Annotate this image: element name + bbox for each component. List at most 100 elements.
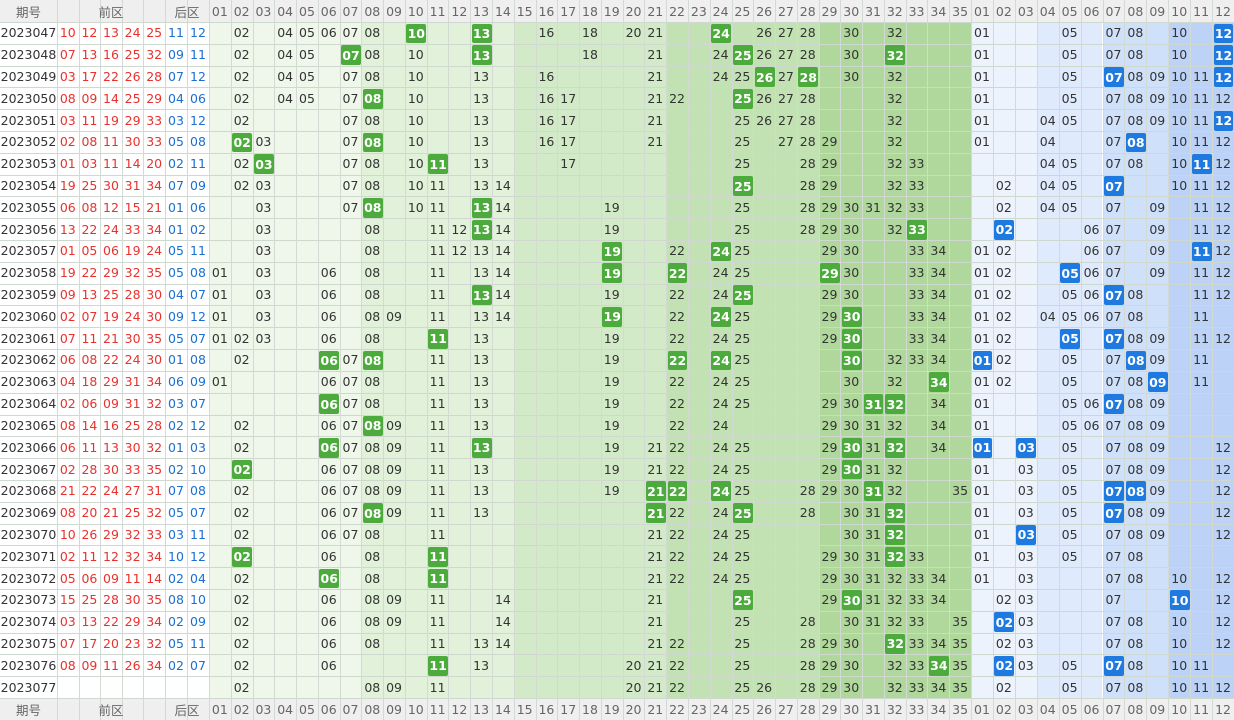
header-col: 01 <box>211 3 228 19</box>
period: 2023049 <box>0 69 57 84</box>
trend-cell: 02 <box>995 374 1012 390</box>
header-col: 16 <box>538 3 555 19</box>
front-number: 05 <box>81 243 98 259</box>
trend-cell: 33 <box>908 614 925 630</box>
trend-cell: 12 <box>1215 90 1231 106</box>
period: 2023063 <box>0 374 57 390</box>
header-col: 32 <box>886 701 903 717</box>
front-number: 11 <box>81 439 98 455</box>
front-number: 14 <box>103 90 119 106</box>
trend-cell: 07 <box>342 199 359 215</box>
hit-cell: 24 <box>711 23 731 44</box>
trend-cell: 07 <box>1105 352 1122 368</box>
trend-cell: 21 <box>647 112 664 128</box>
trend-cell: 12 <box>1215 178 1231 194</box>
trend-cell: 13 <box>473 243 490 259</box>
trend-cell: 32 <box>886 221 903 237</box>
trend-cell: 04 <box>1039 199 1056 215</box>
back-number: 07 <box>190 505 206 521</box>
trend-cell: 05 <box>1061 483 1078 499</box>
row-line <box>0 414 1234 416</box>
trend-cell: 10 <box>1171 90 1188 106</box>
column-band <box>252 22 275 698</box>
period: 2023058 <box>0 265 57 281</box>
column-band <box>644 22 667 698</box>
header-col: 12 <box>451 701 468 717</box>
trend-cell: 29 <box>821 287 838 303</box>
front-number: 02 <box>59 308 76 324</box>
trend-cell: 07 <box>1105 417 1122 433</box>
header-col: 26 <box>756 701 773 717</box>
trend-cell: 08 <box>364 570 381 586</box>
trend-cell: 14 <box>494 221 511 237</box>
row-line <box>0 567 1234 569</box>
trend-cell: 26 <box>756 90 773 106</box>
back-number: 03 <box>190 439 206 455</box>
front-number: 13 <box>81 47 98 63</box>
front-number: 25 <box>103 287 119 303</box>
front-number: 22 <box>103 614 119 630</box>
period: 2023070 <box>0 526 57 542</box>
column-band <box>622 22 645 698</box>
trend-cell: 02 <box>233 439 250 455</box>
header-col: 25 <box>734 701 751 717</box>
front-number: 34 <box>146 614 163 630</box>
trend-cell: 05 <box>1061 352 1078 368</box>
trend-cell: 08 <box>1127 461 1144 477</box>
header-col: 26 <box>756 3 773 19</box>
trend-cell: 13 <box>473 112 490 128</box>
trend-cell: 05 <box>1061 396 1078 412</box>
trend-cell: 03 <box>1017 592 1034 608</box>
trend-cell: 12 <box>1215 614 1231 630</box>
trend-cell: 32 <box>886 614 903 630</box>
trend-cell: 09 <box>1149 461 1166 477</box>
front-number: 22 <box>81 483 98 499</box>
trend-cell: 28 <box>799 112 816 128</box>
trend-cell: 03 <box>255 134 272 150</box>
trend-cell: 25 <box>734 112 751 128</box>
trend-cell: 05 <box>1061 417 1078 433</box>
front-number: 31 <box>124 374 141 390</box>
front-number: 11 <box>103 156 119 172</box>
trend-cell: 02 <box>995 679 1012 695</box>
trend-cell: 22 <box>669 287 686 303</box>
header-col: 03 <box>1017 701 1034 717</box>
period: 2023056 <box>0 221 57 237</box>
trend-cell: 21 <box>647 570 664 586</box>
hit-cell: 25 <box>733 88 753 109</box>
trend-cell: 10 <box>1171 178 1188 194</box>
trend-cell: 19 <box>603 461 620 477</box>
trend-cell: 05 <box>1061 461 1078 477</box>
period: 2023069 <box>0 505 57 521</box>
header-col: 04 <box>277 3 294 19</box>
col-line <box>470 0 472 720</box>
front-number: 18 <box>81 374 98 390</box>
hit-cell: 31 <box>863 394 884 414</box>
hit-cell: 24 <box>711 241 731 262</box>
trend-cell: 32 <box>886 25 903 41</box>
trend-cell: 13 <box>473 134 490 150</box>
trend-cell: 08 <box>364 548 381 564</box>
trend-cell: 09 <box>1149 505 1166 521</box>
trend-cell: 10 <box>1171 25 1188 41</box>
front-number: 28 <box>146 69 163 84</box>
trend-cell: 08 <box>364 156 381 172</box>
trend-cell: 06 <box>320 614 337 630</box>
row-line <box>0 131 1234 133</box>
front-number: 13 <box>81 287 98 303</box>
trend-cell: 09 <box>1149 439 1166 455</box>
trend-cell: 32 <box>886 592 903 608</box>
trend-cell: 25 <box>734 439 751 455</box>
front-number: 11 <box>81 548 98 564</box>
front-number: 22 <box>103 69 119 84</box>
back-number: 11 <box>190 635 206 651</box>
trend-cell: 32 <box>886 417 903 433</box>
trend-cell: 11 <box>429 614 446 630</box>
col-line <box>622 0 624 720</box>
trend-cell: 21 <box>647 592 664 608</box>
front-number: 35 <box>146 265 163 281</box>
trend-cell: 02 <box>233 657 250 673</box>
trend-cell: 28 <box>799 178 816 194</box>
row-line <box>0 588 1234 590</box>
trend-cell: 26 <box>756 679 773 695</box>
